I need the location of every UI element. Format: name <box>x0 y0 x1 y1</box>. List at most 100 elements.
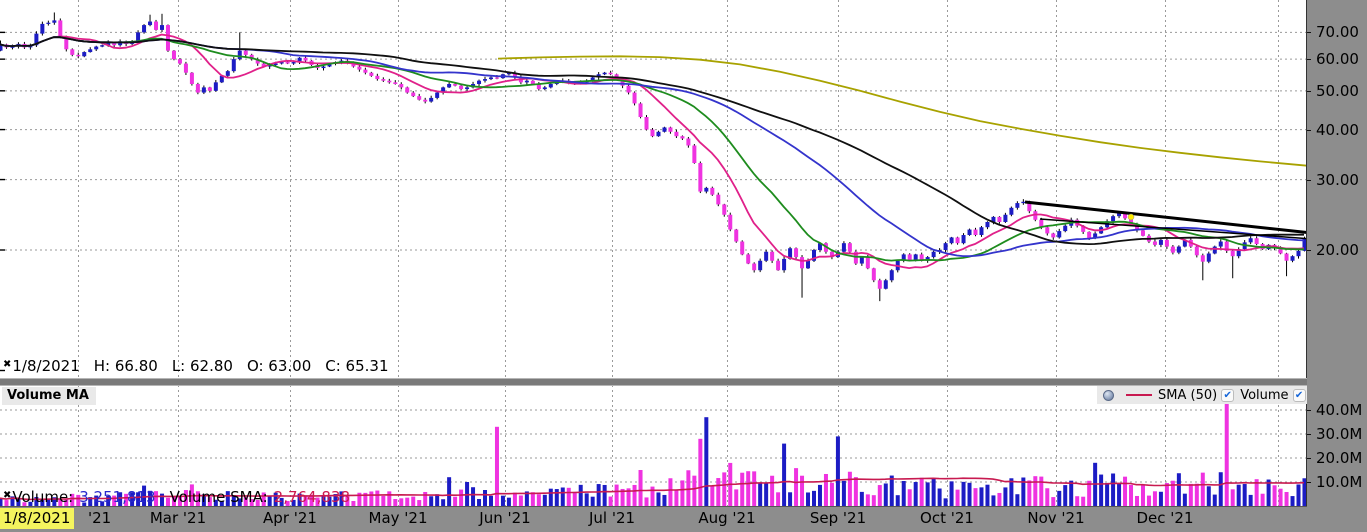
volume-pane-title[interactable]: Volume MA <box>2 387 96 405</box>
axis-tick <box>1307 250 1311 251</box>
candle-up <box>483 79 488 81</box>
volume-bar <box>477 499 482 506</box>
volume-bar <box>213 499 218 506</box>
candle-up <box>656 131 661 137</box>
volume-bar <box>303 495 308 506</box>
volume-bar <box>895 495 900 506</box>
candle-up <box>100 45 105 47</box>
volume-bar <box>58 498 63 506</box>
candle-up <box>782 258 787 271</box>
date-axis-label: Jul '21 <box>588 509 636 527</box>
volume-bar <box>165 497 170 506</box>
candle-up <box>979 227 984 236</box>
candle-down <box>716 194 721 205</box>
volume-bar <box>441 499 446 506</box>
volume-bar <box>644 497 649 506</box>
candle-down <box>1284 253 1289 261</box>
volume-bar <box>788 492 793 506</box>
candle-down <box>165 25 170 51</box>
volume-bar <box>1087 480 1092 506</box>
volume-bar <box>518 495 523 506</box>
candle-up <box>817 243 822 250</box>
candle-down <box>746 254 751 264</box>
volume-bar <box>1081 496 1086 506</box>
volume-bar <box>423 491 428 506</box>
candle-up <box>429 97 434 102</box>
candle-up <box>662 127 667 132</box>
volume-bar <box>578 484 583 506</box>
candle-up <box>136 32 141 42</box>
candle-up <box>441 87 446 93</box>
candle-up <box>806 260 811 269</box>
volume-pane[interactable] <box>0 385 1307 506</box>
volume-bar <box>183 490 188 506</box>
volume-bar <box>1027 480 1032 506</box>
candle-down <box>1254 238 1259 245</box>
volume-bar <box>847 471 852 506</box>
volume-bar <box>309 494 314 506</box>
candle-down <box>1087 231 1092 239</box>
volume-bar <box>1254 479 1259 506</box>
volume-readout: ✖Volume: 3,251,813 Volume SMA: 2,764,838 <box>3 488 350 506</box>
volume-sma-label: Volume SMA: <box>169 488 268 506</box>
candle-up <box>1236 249 1241 257</box>
volume-bar <box>1290 496 1295 506</box>
candle-down <box>1081 225 1086 232</box>
volume-bar <box>267 495 272 506</box>
candle-up <box>602 72 607 75</box>
sma-dropdown-check-icon[interactable]: ✔ <box>1221 388 1235 402</box>
candle-down <box>1123 212 1128 219</box>
volume-bar <box>1296 484 1301 506</box>
volume-bar <box>243 497 248 506</box>
candle-up <box>219 75 224 83</box>
candle-down <box>1135 224 1140 231</box>
candle-up <box>524 80 529 83</box>
candle-down <box>644 117 649 130</box>
candle-down <box>459 85 464 90</box>
volume-bar <box>524 491 529 506</box>
volume-bar <box>1242 484 1247 506</box>
candle-down <box>64 37 69 50</box>
volume-bar <box>1152 491 1157 506</box>
volume-bar <box>1248 494 1253 506</box>
candle-up <box>291 62 296 64</box>
price-axis-panel: 70.00 60.00 50.00 40.00 30.00 20.00 40.0M 30.0M… <box>1307 0 1367 532</box>
volume-bar <box>357 492 362 506</box>
candle-up <box>811 250 816 261</box>
crosshair-marker-icon: ✖ <box>3 359 12 370</box>
volume-dropdown-check-icon[interactable]: ✔ <box>1292 388 1306 402</box>
candle-down <box>255 59 260 64</box>
volume-bar <box>794 468 799 506</box>
volume-bar <box>387 491 392 506</box>
candle-down <box>620 79 625 86</box>
volume-bar <box>764 483 769 506</box>
candle-up <box>548 84 553 88</box>
candle-up <box>985 221 990 228</box>
candle-up <box>1182 239 1187 247</box>
ohlc-date: 1/8/2021 <box>12 357 80 375</box>
volume-axis-label: 10.0M <box>1316 473 1363 491</box>
volume-bar <box>566 487 571 506</box>
candle-up <box>488 77 493 80</box>
candle-down <box>375 75 380 80</box>
ohlc-readout: ✖1/8/2021 H: 66.80 L: 62.80 O: 63.00 C: 65.3… <box>3 357 403 375</box>
ohlc-open: O: 63.00 <box>246 357 312 375</box>
volume-bar <box>710 486 715 506</box>
volume-bar <box>46 499 51 506</box>
candle-up <box>554 82 559 85</box>
volume-bar <box>806 492 811 506</box>
pane-divider[interactable] <box>0 378 1367 386</box>
volume-bar <box>1278 488 1283 506</box>
volume-bar <box>1015 494 1020 506</box>
candle-up <box>1248 238 1253 243</box>
volume-bar <box>148 490 153 506</box>
volume-bar <box>716 478 721 506</box>
date-axis: 1/8/2021 '21 Mar '21 Apr '21 May '21 Jun '2… <box>0 507 1307 532</box>
volume-bar <box>345 495 350 506</box>
ohlc-close: C: 65.31 <box>325 357 389 375</box>
trendline <box>1039 218 1307 240</box>
main-price-pane[interactable] <box>0 0 1312 377</box>
volume-bar <box>130 492 135 506</box>
candle-down <box>189 72 194 85</box>
